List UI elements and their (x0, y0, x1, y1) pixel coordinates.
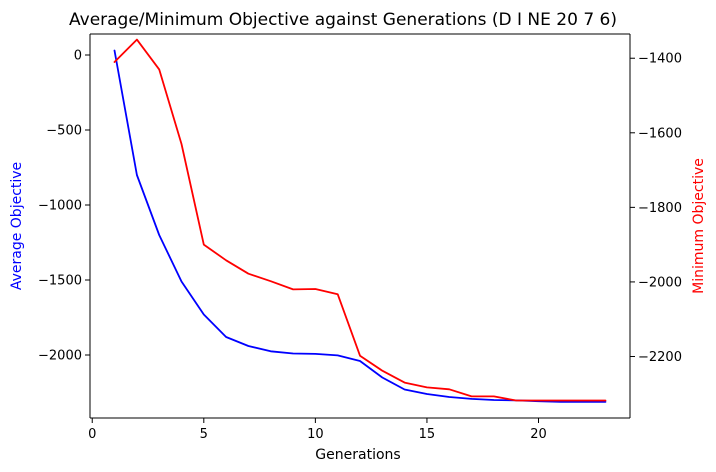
x-tick-label: 15 (419, 427, 436, 442)
y-right-tick-label: −1400 (638, 52, 682, 67)
y-axis-left-label: Average Objective (9, 162, 25, 290)
y-right-tick-label: −1600 (638, 126, 682, 141)
y-left-tick-label: −2000 (38, 349, 82, 364)
y-left-tick-label: −500 (46, 124, 82, 139)
x-tick-label: 20 (530, 427, 547, 442)
y-left-tick-label: −1500 (38, 274, 82, 289)
x-tick-label: 10 (307, 427, 324, 442)
y-axis-right-label: Minimum Objective (691, 158, 707, 294)
y-right-tick-label: −1800 (638, 201, 682, 216)
y-right-tick-label: −2000 (638, 275, 682, 290)
minimum-objective-line (113, 38, 607, 402)
x-axis-label: Generations (315, 447, 400, 463)
y-left-tick-label: −1000 (38, 199, 82, 214)
x-tick-label: 0 (88, 427, 96, 442)
y-right-tick-label: −2200 (638, 350, 682, 365)
x-tick-label: 5 (200, 427, 208, 442)
chart-title: Average/Minimum Objective against Genera… (69, 10, 617, 30)
y-left-tick-label: 0 (74, 49, 82, 64)
